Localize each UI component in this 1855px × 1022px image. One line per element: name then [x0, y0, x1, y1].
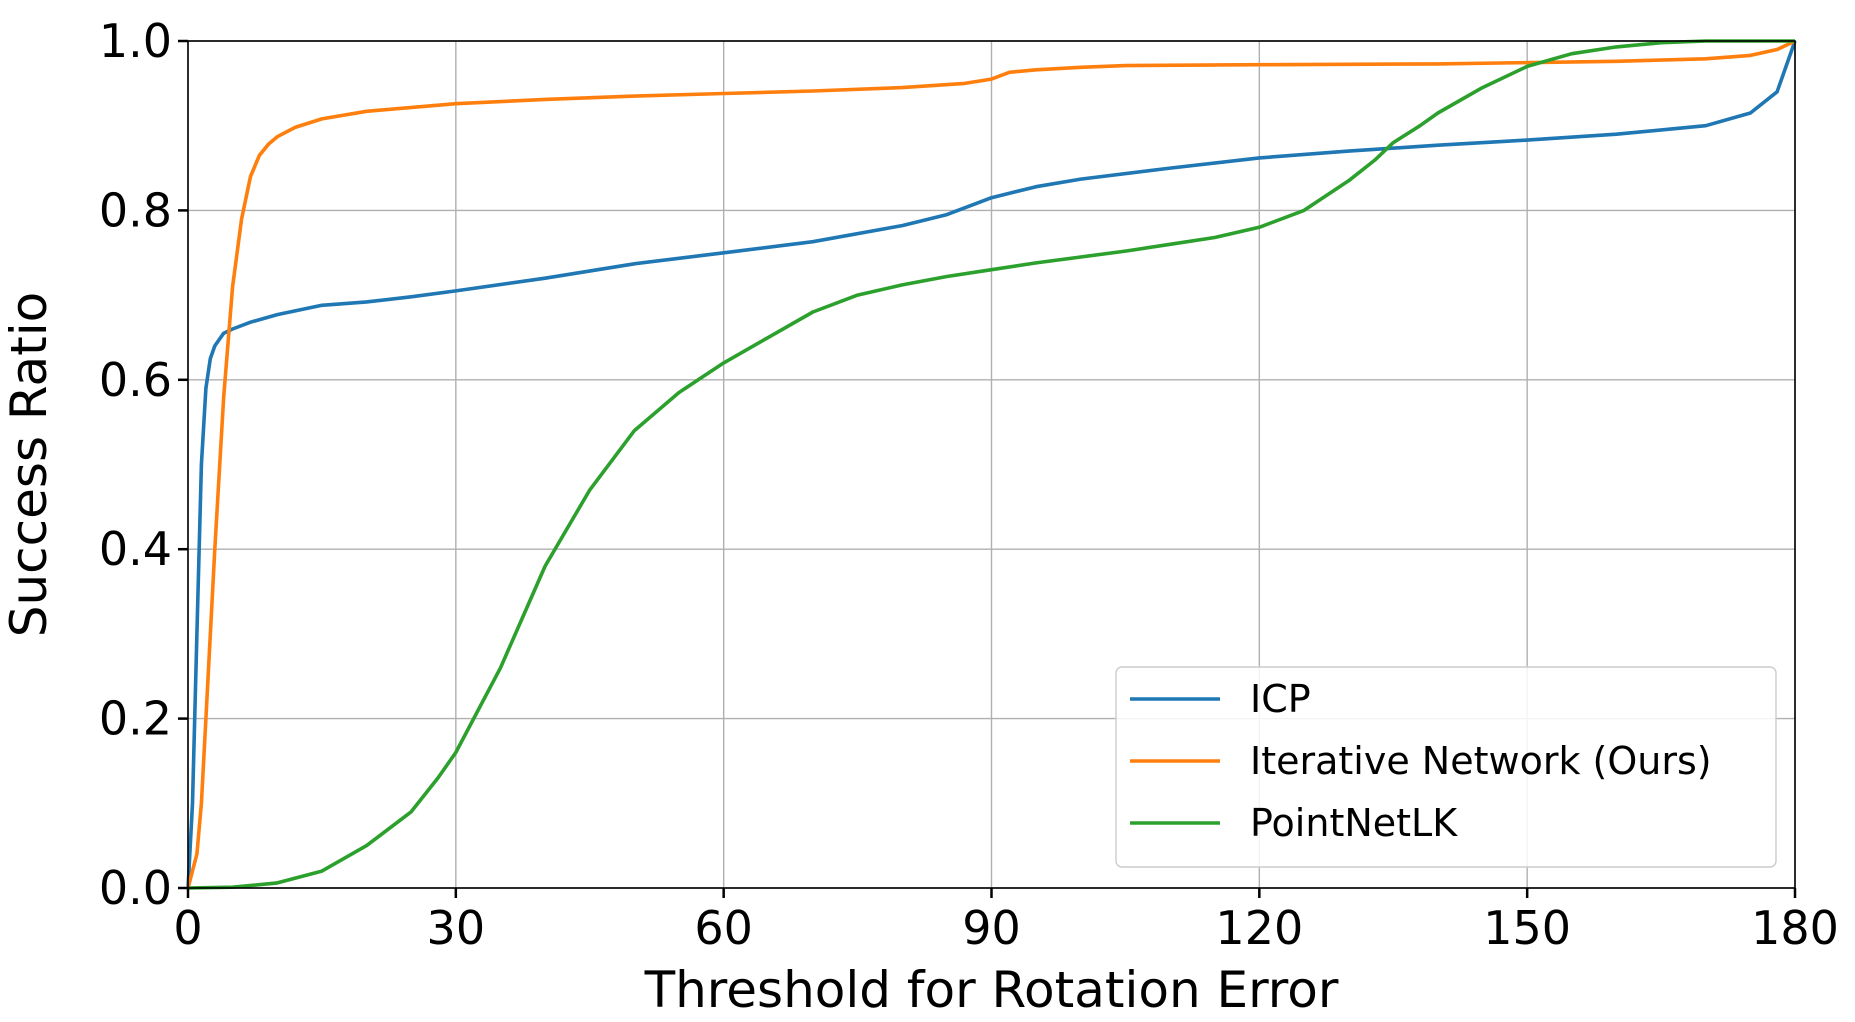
- x-tick-label: 150: [1483, 901, 1571, 955]
- x-axis-title: Threshold for Rotation Error: [644, 961, 1339, 1019]
- x-tick-label: 60: [694, 901, 753, 955]
- x-tick-label: 180: [1751, 901, 1839, 955]
- series-line-2: [186, 39, 1796, 889]
- y-tick-label: 0.4: [99, 522, 172, 576]
- x-tick-label: 30: [427, 901, 486, 955]
- axis-ticks: 0 30 60 90 120 150 180 0.0 0.2 0.4 0.6 0.8 1.0: [99, 14, 1839, 955]
- x-tick-label: 120: [1215, 901, 1303, 955]
- legend-label-1: ICP: [1250, 677, 1311, 721]
- legend-label-3: PointNetLK: [1250, 801, 1458, 845]
- x-tick-label: 0: [173, 901, 202, 955]
- y-tick-label: 0.6: [99, 353, 172, 407]
- y-tick-label: 0.0: [99, 861, 172, 915]
- legend-box: [1115, 666, 1777, 868]
- series-lines: [186, 39, 1797, 890]
- series-line-3: [187, 39, 1795, 890]
- x-tick-label: 90: [962, 901, 1021, 955]
- y-tick-label: 0.8: [99, 183, 172, 237]
- series-line-1: [186, 40, 1797, 889]
- y-axis-title: Success Ratio: [0, 292, 58, 638]
- legend: ICP Iterative Network (Ours) PointNetLK: [1115, 666, 1777, 868]
- legend-label-2: Iterative Network (Ours): [1250, 739, 1712, 783]
- y-tick-label: 0.2: [99, 692, 172, 746]
- y-tick-label: 1.0: [99, 14, 172, 68]
